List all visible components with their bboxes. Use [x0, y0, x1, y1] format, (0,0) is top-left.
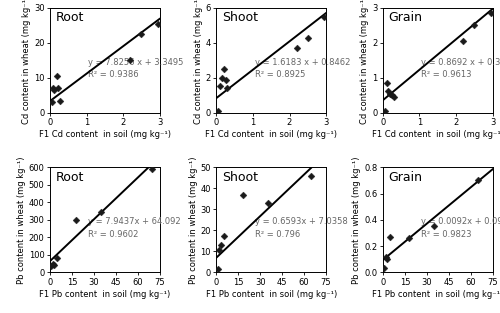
Point — [49, 261, 57, 266]
Point — [264, 201, 272, 206]
Point — [293, 46, 301, 51]
Point — [384, 89, 392, 94]
Point — [390, 95, 398, 100]
Point — [381, 109, 389, 114]
Point — [126, 58, 134, 63]
Point — [54, 86, 62, 91]
Text: y = 7.9437x + 64.092
R² = 0.9602: y = 7.9437x + 64.092 R² = 0.9602 — [88, 218, 181, 239]
Point — [148, 167, 156, 172]
Text: y = 0.8692 x + 0.3612
R² = 0.9613: y = 0.8692 x + 0.3612 R² = 0.9613 — [422, 58, 500, 80]
Y-axis label: Pb content in wheat (mg kg⁻¹): Pb content in wheat (mg kg⁻¹) — [352, 156, 362, 284]
Point — [406, 236, 413, 241]
Point — [388, 93, 396, 98]
Point — [382, 254, 390, 259]
Point — [308, 173, 316, 178]
Point — [49, 86, 57, 91]
Point — [50, 263, 58, 268]
Point — [382, 80, 390, 85]
Point — [486, 11, 494, 16]
Point — [214, 108, 222, 113]
Y-axis label: Cd content in wheat (mg kg⁻¹): Cd content in wheat (mg kg⁻¹) — [360, 0, 370, 125]
Point — [48, 264, 56, 269]
Point — [56, 98, 64, 103]
Y-axis label: Cd content in wheat (mg kg⁻¹): Cd content in wheat (mg kg⁻¹) — [22, 0, 31, 125]
Point — [320, 14, 328, 19]
Y-axis label: Pb content in wheat (mg kg⁻¹): Pb content in wheat (mg kg⁻¹) — [17, 156, 26, 284]
X-axis label: F1 Cd content  in soil (mg kg⁻¹): F1 Cd content in soil (mg kg⁻¹) — [39, 130, 171, 139]
X-axis label: F1 Pb content  in soil (mg kg⁻¹): F1 Pb content in soil (mg kg⁻¹) — [372, 290, 500, 299]
Point — [216, 83, 224, 88]
X-axis label: F1 Cd content  in soil (mg kg⁻¹): F1 Cd content in soil (mg kg⁻¹) — [372, 130, 500, 139]
X-axis label: F1 Pb content  in soil (mg kg⁻¹): F1 Pb content in soil (mg kg⁻¹) — [206, 290, 337, 299]
Point — [97, 209, 105, 214]
Point — [216, 248, 224, 253]
Point — [222, 77, 230, 82]
Text: Root: Root — [56, 171, 84, 183]
Text: y = 0.0092x + 0.0948
R² = 0.9823: y = 0.0092x + 0.0948 R² = 0.9823 — [422, 218, 500, 239]
Point — [224, 86, 232, 91]
X-axis label: F1 Cd content  in soil (mg kg⁻¹): F1 Cd content in soil (mg kg⁻¹) — [206, 130, 337, 139]
Y-axis label: Pb content in wheat (mg kg⁻¹): Pb content in wheat (mg kg⁻¹) — [188, 156, 198, 284]
Point — [386, 234, 394, 239]
Point — [384, 257, 392, 262]
Text: Shoot: Shoot — [222, 11, 258, 24]
Point — [470, 23, 478, 28]
Point — [386, 91, 394, 96]
Point — [48, 100, 56, 105]
Text: y = 0.6593x + 7.0358
R² = 0.796: y = 0.6593x + 7.0358 R² = 0.796 — [255, 218, 348, 239]
Text: Grain: Grain — [388, 171, 422, 183]
Text: Grain: Grain — [388, 11, 422, 24]
Point — [430, 224, 438, 229]
Point — [217, 243, 225, 248]
Point — [218, 75, 226, 80]
X-axis label: F1 Pb content  in soil (mg kg⁻¹): F1 Pb content in soil (mg kg⁻¹) — [39, 290, 170, 299]
Point — [239, 192, 247, 197]
Point — [380, 266, 388, 271]
Point — [54, 256, 62, 261]
Point — [304, 35, 312, 40]
Point — [460, 38, 468, 44]
Point — [154, 21, 162, 26]
Text: y = 7.8256 x + 3.3495
R² = 0.9386: y = 7.8256 x + 3.3495 R² = 0.9386 — [88, 58, 184, 80]
Text: Shoot: Shoot — [222, 171, 258, 183]
Y-axis label: Cd content in wheat (mg kg⁻¹): Cd content in wheat (mg kg⁻¹) — [194, 0, 203, 125]
Point — [214, 267, 222, 272]
Point — [220, 233, 228, 238]
Point — [220, 67, 228, 72]
Point — [138, 32, 145, 37]
Text: Root: Root — [56, 11, 84, 24]
Point — [72, 217, 80, 222]
Point — [52, 74, 60, 79]
Point — [50, 88, 58, 93]
Text: y = 1.6183 x + 0.8462
R² = 0.8925: y = 1.6183 x + 0.8462 R² = 0.8925 — [255, 58, 350, 80]
Point — [474, 178, 482, 183]
